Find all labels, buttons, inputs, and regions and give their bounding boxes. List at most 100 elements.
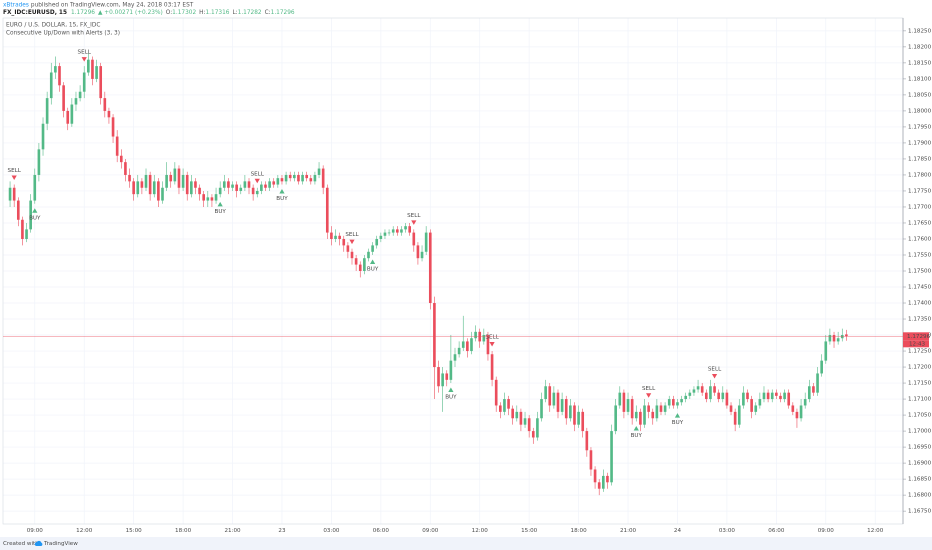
candle-body — [630, 399, 634, 419]
candle-body — [490, 354, 494, 380]
y-tick-label: 1.17650 — [908, 220, 932, 226]
candle-body — [103, 98, 107, 111]
candle-body — [750, 399, 753, 412]
x-tick-label: 09:00 — [422, 528, 439, 534]
candle-body — [593, 469, 597, 483]
symbol-line: FX_IDC:EURUSD, 15 1.17296 ▲ +0.00271 (+0.2… — [3, 10, 295, 16]
buy-label: BUY — [445, 395, 457, 401]
sell-label: SELL — [485, 335, 499, 341]
candle-body — [128, 174, 131, 182]
candle-body — [779, 395, 782, 400]
candle-body — [606, 475, 609, 483]
candle-body — [626, 399, 630, 412]
ohlc-label: C: — [265, 10, 271, 16]
buy-marker — [279, 189, 285, 194]
candle-body — [107, 110, 111, 118]
candle-body — [845, 334, 848, 337]
candle-body — [231, 184, 234, 188]
y-tick-label: 1.17100 — [908, 397, 932, 403]
candle-body — [317, 168, 321, 175]
candle-body — [688, 392, 692, 396]
candle-body — [330, 232, 333, 239]
candle-body — [148, 174, 152, 195]
candle-body — [276, 178, 280, 185]
candle-body — [358, 264, 362, 271]
countdown-label: 12:43 — [909, 341, 926, 347]
sell-label: SELL — [407, 213, 421, 219]
candle-body — [305, 174, 309, 179]
candle-body — [387, 232, 391, 234]
candle-body — [746, 392, 749, 400]
candle-body — [589, 450, 593, 470]
candle-body — [470, 338, 473, 352]
candle-body — [218, 187, 222, 195]
candle-body — [437, 367, 440, 387]
candle-body — [49, 72, 53, 99]
y-tick-label: 1.17200 — [908, 365, 932, 371]
candle-body — [610, 431, 613, 483]
candle-body — [684, 395, 688, 400]
candle-body — [8, 187, 12, 201]
y-tick-label: 1.16850 — [908, 477, 932, 483]
y-tick-label: 1.16950 — [908, 445, 932, 451]
candle-body — [301, 174, 304, 182]
candle-body — [466, 341, 469, 352]
candle-body — [54, 66, 57, 73]
candle-body — [803, 399, 807, 406]
candle-body — [350, 251, 354, 259]
buy-label: BUY — [367, 266, 379, 272]
candle-body — [424, 232, 428, 252]
buy-label: BUY — [672, 420, 684, 426]
candle-body — [354, 258, 358, 265]
candle-body — [770, 392, 774, 400]
x-tick-label: 12:00 — [867, 528, 884, 534]
sell-marker — [349, 239, 355, 245]
candle-body — [428, 232, 432, 304]
candle-body — [185, 174, 189, 195]
candle-body — [540, 399, 543, 419]
y-tick-label: 1.17500 — [908, 269, 932, 275]
candle-body — [742, 392, 745, 406]
candle-body — [132, 181, 135, 195]
x-tick-label: 09:00 — [818, 528, 835, 534]
y-tick-label: 1.17000 — [908, 429, 932, 435]
candle-body — [227, 181, 230, 188]
candle-body — [136, 181, 140, 195]
x-tick-label: 21:00 — [620, 528, 637, 534]
countdown-box — [903, 340, 929, 348]
candle-body — [527, 418, 531, 432]
x-tick-label: 18:00 — [175, 528, 192, 534]
candle-body — [157, 181, 160, 201]
candle-body — [321, 168, 325, 188]
candle-body — [194, 181, 197, 188]
y-tick-label: 1.18100 — [908, 76, 932, 82]
candle-body — [325, 187, 329, 233]
candle-body — [585, 431, 589, 451]
candle-body — [704, 392, 708, 400]
candle-body — [762, 392, 766, 400]
y-tick-label: 1.17750 — [908, 188, 932, 194]
buy-marker — [217, 201, 223, 207]
x-tick-label: 24 — [674, 528, 682, 534]
candle-body — [552, 392, 556, 406]
candle-body — [824, 341, 828, 361]
candle-body — [445, 373, 449, 380]
candle-body — [41, 123, 45, 150]
candle-body — [400, 229, 403, 233]
candle-body — [161, 187, 164, 201]
x-tick-label: 15:00 — [521, 528, 538, 534]
candle-body — [119, 155, 123, 163]
candle-body — [836, 338, 840, 342]
candle-body — [482, 335, 486, 342]
sell-marker — [489, 342, 495, 347]
change: ▲ +0.00271 (+0.23%) — [98, 10, 163, 16]
candle-body — [202, 194, 206, 201]
candle-body — [82, 72, 86, 92]
candle-body — [91, 59, 94, 79]
candle-body — [412, 232, 416, 246]
buy-marker — [370, 259, 376, 264]
footer-bar — [0, 537, 932, 550]
y-tick-label: 1.17800 — [908, 172, 932, 178]
candle-body — [478, 331, 482, 342]
